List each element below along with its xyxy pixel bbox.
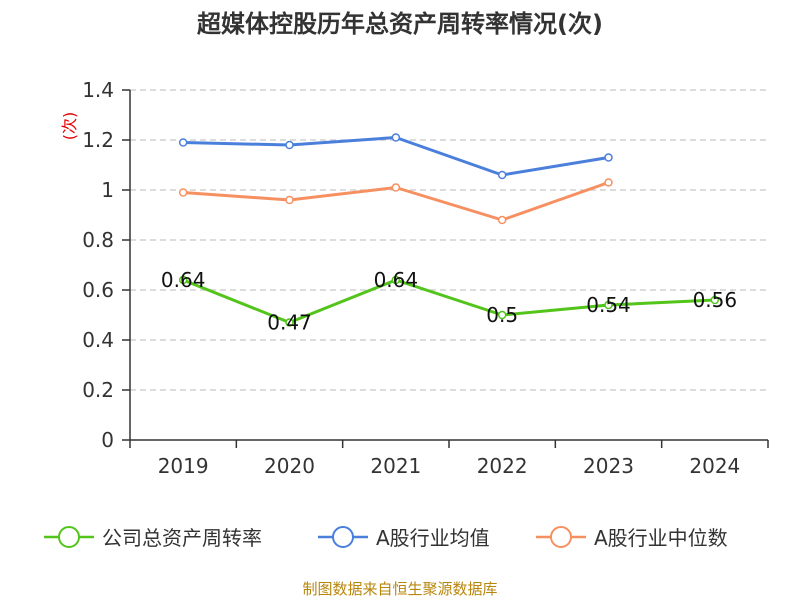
- legend: 公司总资产周转率 A股行业均值 A股行业中位数: [44, 526, 728, 550]
- x-tick-label: 2022: [477, 454, 528, 478]
- x-tick-label: 2024: [689, 454, 740, 478]
- data-point: [391, 133, 401, 142]
- x-tick-label: 2019: [158, 454, 209, 478]
- data-point: [178, 275, 188, 285]
- data-point: [604, 300, 613, 310]
- gridlines: [130, 89, 768, 391]
- y-tick-label: 0.2: [82, 378, 114, 402]
- x-tick-label: 2020: [264, 454, 315, 478]
- data-point: [285, 318, 294, 327]
- data-point: [710, 295, 720, 305]
- data-point: [497, 215, 507, 225]
- x-tick-label: 2021: [370, 454, 421, 478]
- data-label: 0.5: [486, 303, 518, 327]
- legend-label: A股行业均值: [376, 526, 490, 550]
- x-tick-label: 2023: [583, 454, 634, 478]
- series-line-0: [182, 278, 715, 324]
- chart-title: 超媒体控股历年总资产周转率情况(次): [197, 10, 603, 38]
- data-point: [497, 310, 507, 320]
- data-label: 0.64: [161, 268, 206, 292]
- series-line-1: [183, 136, 609, 177]
- data-label: 0.56: [693, 288, 738, 312]
- data-point: [604, 153, 613, 162]
- legend-marker: [58, 526, 80, 548]
- data-labels: 0.64 0.47 0.64 0.5 0.54 0.56: [161, 268, 737, 335]
- data-point: [285, 195, 294, 205]
- y-tick-label: 0.4: [82, 328, 114, 352]
- y-axis-label: (次): [60, 112, 79, 141]
- y-tick-label: 1.2: [82, 128, 114, 152]
- series-lines: [178, 133, 720, 327]
- y-tick-label: 0.6: [82, 278, 114, 302]
- y-tick-label: 1.4: [82, 78, 114, 102]
- data-point: [604, 178, 613, 187]
- legend-label: A股行业中位数: [594, 526, 728, 550]
- data-point: [285, 140, 294, 150]
- legend-marker: [332, 526, 354, 548]
- data-point: [391, 183, 401, 192]
- axes: 0 0.2 0.4 0.6 0.8 1 1.2 1.4 2019 2020 2021 2022 2023…: [82, 78, 769, 478]
- data-label: 0.54: [586, 293, 631, 317]
- data-label: 0.47: [267, 311, 312, 335]
- data-point: [178, 138, 188, 147]
- legend-label: 公司总资产周转率: [102, 526, 262, 550]
- y-tick-label: 1: [101, 178, 114, 202]
- y-tick-label: 0: [101, 428, 114, 452]
- data-point: [391, 275, 401, 285]
- data-label: 0.64: [374, 268, 419, 292]
- source-note: 制图数据来自恒生聚源数据库: [302, 580, 497, 598]
- data-point: [497, 170, 507, 180]
- data-point: [178, 188, 188, 197]
- y-tick-label: 0.8: [82, 228, 114, 252]
- legend-marker: [550, 526, 572, 548]
